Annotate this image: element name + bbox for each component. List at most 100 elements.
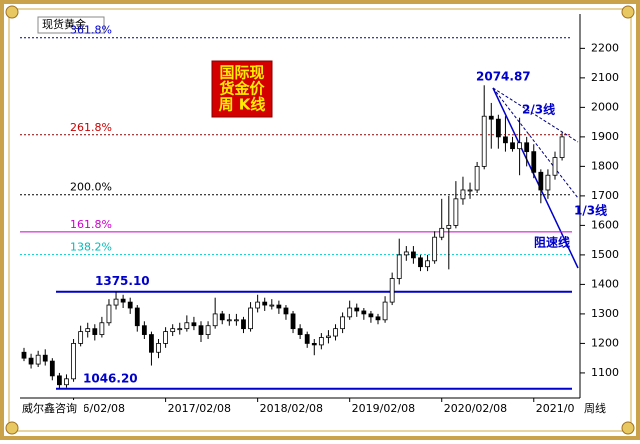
candle-body [85,328,91,333]
x-tick-label: 2019/02/08 [352,402,415,415]
candle-body [226,319,232,322]
x-tick-label: 16/02/08 [76,402,125,415]
candle-body [283,307,289,315]
x-tick-label: 2021/0 [536,402,575,415]
candle-body [304,334,310,344]
candle-body [311,343,317,346]
candle-body [460,189,466,200]
candle-body [432,236,438,262]
candle-body [120,298,126,303]
support-label: 1046.20 [83,371,138,385]
badge-line: 国际现 [219,64,264,82]
candle-body [78,331,84,344]
y-tick-label: 1700 [591,189,619,202]
candle-body [368,313,374,318]
fib-label: 200.0% [70,181,112,194]
annotation: 2/3线 [522,102,555,117]
watermark-box [20,400,84,416]
candle-body [127,301,133,309]
candle-body [156,343,161,353]
candle-body [255,301,261,309]
x-tick-label: 2017/02/08 [168,402,231,415]
candle-body [481,115,487,167]
candle-body [510,142,515,150]
badge-line: 周 K线 [219,96,266,114]
candle-body [326,335,331,338]
candle-body [396,254,402,279]
badge-line: 货金价 [219,80,265,98]
candle-body [297,328,303,335]
candle-body [262,301,268,306]
support-label: 1375.10 [95,274,150,288]
candle-body [375,316,381,321]
chart-title: 现货黄金 [42,17,86,31]
fib-label: 261.8% [70,121,112,134]
fib-label: 361.8% [70,24,112,37]
candle-body [106,304,112,324]
annotation: 阻速线 [534,235,570,250]
candle-body [425,260,430,268]
candle-body [64,378,69,386]
candle-body [474,165,480,191]
candle-body [333,328,338,337]
candle-body [503,136,508,144]
candle-body [439,227,445,238]
speed-line-2-3 [492,87,579,143]
candle-body [28,357,34,365]
resistance-line [492,87,579,269]
candle-body [241,319,246,330]
candle-body [219,313,225,321]
candle-body [347,307,353,318]
corner-ornament [5,5,19,19]
candle-body [99,322,105,335]
y-tick-label: 1600 [591,218,619,231]
candle-body [170,328,176,333]
x-tick-label: 2018/02/08 [260,402,323,415]
candle-body [57,375,62,386]
period-label: 周线 [584,401,606,415]
candle-body [361,310,367,315]
candle-body [42,354,48,362]
title-box [37,16,105,34]
y-tick-label: 2000 [591,100,619,113]
candle-body [177,328,183,331]
candle-body [552,157,558,176]
candle-body [418,257,423,268]
candle-body [141,325,147,335]
candle-body [495,118,501,138]
candle-body [290,313,296,330]
candle-body [269,304,275,307]
candle-body [191,322,197,327]
x-tick-label: 2020/02/08 [444,402,507,415]
candle-body [35,354,41,365]
candle-body [134,307,140,327]
y-tick-label: 1300 [591,307,619,320]
y-tick-label: 1900 [591,130,619,143]
candle-body [149,334,154,353]
candle-body [21,351,27,359]
candle-body [340,316,346,330]
y-tick-label: 2200 [591,41,619,54]
candle-body [531,151,537,173]
candle-body [524,142,530,153]
candle-body [446,224,452,229]
candle-body [538,171,544,191]
candle-body [559,136,565,158]
y-tick-label: 1500 [591,248,619,261]
y-tick-label: 1200 [591,336,619,349]
candle-body [453,198,459,226]
candle-body [71,343,76,380]
candle-body [248,307,253,330]
candle-body [354,307,360,312]
watermark: 威尔鑫咨询 [22,401,77,415]
speed-line-1-3 [492,87,579,199]
y-tick-label: 1100 [591,366,619,379]
y-tick-label: 1400 [591,277,619,290]
annotation: 2074.87 [476,70,531,84]
candle-body [382,301,388,321]
frame-inner [8,8,632,432]
y-tick-label: 1800 [591,159,619,172]
